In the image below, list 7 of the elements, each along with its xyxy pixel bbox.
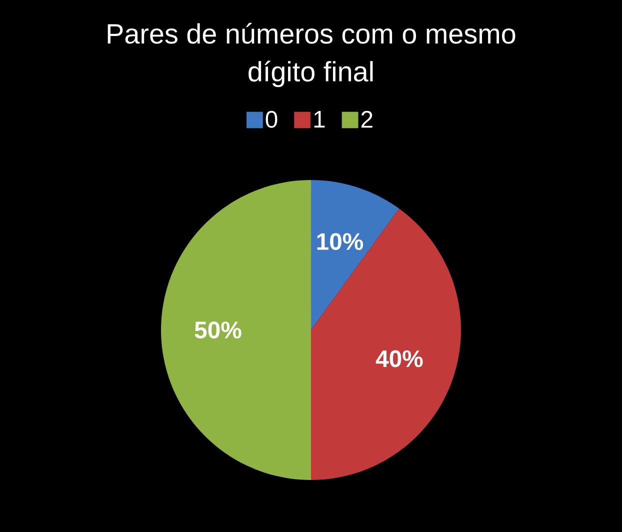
legend-label: 1 [314,111,325,128]
legend-label: 2 [361,110,372,128]
legend-label: 0 [266,110,278,128]
data-label: 10% [317,233,364,250]
data-label: 40% [376,350,423,368]
data-label: 50% [194,322,242,338]
chart-title: Pares de números com o mesmo dígito final [108,22,516,88]
